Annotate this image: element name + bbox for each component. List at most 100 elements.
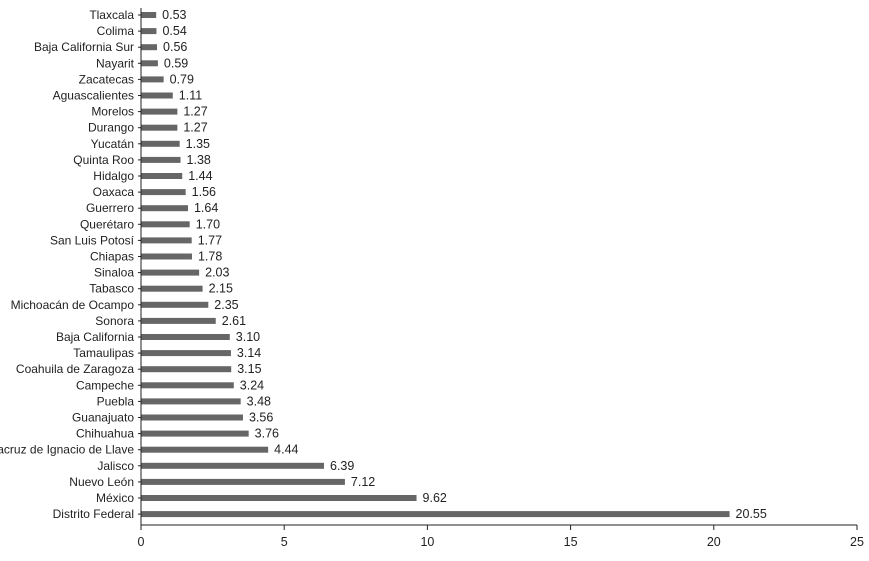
- value-label: 1.11: [179, 89, 202, 103]
- category-label: Chiapas: [90, 250, 134, 264]
- bar: [141, 12, 157, 18]
- bar: [141, 350, 231, 357]
- value-label: 0.53: [162, 8, 186, 22]
- category-label: Baja California Sur: [34, 40, 134, 54]
- value-label: 1.27: [183, 105, 207, 119]
- category-label: Zacatecas: [79, 72, 134, 86]
- bar: [141, 285, 203, 292]
- bar: [141, 495, 417, 501]
- value-label: 3.14: [237, 346, 261, 360]
- category-label: Michoacán de Ocampo: [11, 298, 135, 312]
- category-label: Nayarit: [96, 56, 135, 70]
- category-label: Guanajuato: [72, 411, 134, 425]
- bar: [141, 269, 200, 276]
- value-label: 1.64: [194, 201, 218, 215]
- category-label: Sonora: [95, 314, 134, 328]
- value-label: 1.38: [187, 153, 211, 167]
- bar: [141, 382, 234, 389]
- bar: [141, 253, 192, 260]
- category-label: Jalisco: [97, 459, 134, 473]
- value-label: 4.44: [274, 443, 298, 457]
- bar: [141, 237, 192, 244]
- value-label: 1.56: [192, 185, 216, 199]
- category-label: Coahuila de Zaragoza: [16, 362, 134, 376]
- bar: [141, 108, 178, 115]
- category-label: Yucatán: [91, 137, 134, 151]
- bar: [141, 124, 178, 131]
- value-label: 0.79: [170, 72, 194, 86]
- category-label: Nuevo León: [69, 475, 134, 489]
- value-label: 3.24: [240, 378, 264, 392]
- x-tick-label: 25: [850, 535, 864, 549]
- x-tick-label: 0: [138, 535, 145, 549]
- bar: [141, 430, 249, 437]
- bar: [141, 44, 158, 51]
- bar: [141, 317, 216, 324]
- value-label: 1.44: [188, 169, 212, 183]
- category-label: Oaxaca: [93, 185, 135, 199]
- x-tick-label: 15: [564, 535, 578, 549]
- value-label: 2.15: [209, 282, 233, 296]
- bar: [141, 173, 183, 179]
- category-label: Baja California: [56, 330, 134, 344]
- bar: [141, 92, 173, 99]
- value-label: 7.12: [351, 475, 375, 489]
- value-label: 9.62: [423, 491, 447, 505]
- category-label: Aguascalientes: [53, 89, 134, 103]
- bar: [141, 60, 158, 67]
- category-label: Querétaro: [80, 217, 134, 231]
- value-label: 1.70: [196, 217, 220, 231]
- value-label: 6.39: [330, 459, 354, 473]
- value-label: 1.77: [198, 233, 222, 247]
- value-label: 1.78: [198, 250, 222, 264]
- bar: [141, 205, 188, 212]
- axis-layer: 0 5 10 15 20 25: [138, 8, 864, 549]
- bar: [141, 140, 180, 147]
- category-label: Quinta Roo: [73, 153, 134, 167]
- value-label: 3.48: [247, 394, 271, 408]
- category-label: Morelos: [91, 105, 134, 119]
- category-label: Distrito Federal: [53, 507, 134, 521]
- bar: [141, 334, 230, 340]
- category-label: Tamaulipas: [73, 346, 134, 360]
- value-label: 20.55: [736, 507, 767, 521]
- value-label: 2.03: [205, 266, 229, 280]
- bar: [141, 221, 190, 228]
- bar: [141, 76, 164, 83]
- category-label: Campeche: [76, 378, 134, 392]
- x-tick-label: 5: [281, 535, 288, 549]
- x-tick-label: 20: [707, 535, 721, 549]
- category-label: Puebla: [97, 394, 135, 408]
- bar: [141, 189, 186, 196]
- value-label: 2.35: [214, 298, 238, 312]
- category-label: Veracruz de Ignacio de Llave: [0, 443, 134, 457]
- value-label: 0.56: [163, 40, 187, 54]
- bar: [141, 462, 325, 469]
- value-label: 1.27: [183, 121, 207, 135]
- bar: [141, 511, 730, 518]
- bar: [141, 156, 181, 163]
- category-label: Chihuahua: [76, 427, 134, 441]
- value-label: 3.10: [236, 330, 260, 344]
- category-label: Durango: [88, 121, 134, 135]
- bar: [141, 478, 345, 485]
- bar: [141, 366, 232, 373]
- bar: [141, 301, 209, 308]
- bar: [141, 398, 241, 405]
- category-label: México: [96, 491, 134, 505]
- value-label: 0.54: [162, 24, 186, 38]
- value-label: 2.61: [222, 314, 246, 328]
- category-label: San Luis Potosí: [50, 233, 135, 247]
- bar: [141, 414, 243, 421]
- category-label: Sinaloa: [94, 266, 134, 280]
- value-label: 3.56: [249, 411, 273, 425]
- value-label: 1.35: [186, 137, 210, 151]
- bar: [141, 446, 269, 453]
- value-label: 0.59: [164, 56, 188, 70]
- x-tick-label: 10: [420, 535, 434, 549]
- category-label: Hidalgo: [93, 169, 134, 183]
- category-label: Guerrero: [86, 201, 134, 215]
- bars-layer: Tlaxcala 0.53 Colima 0.54 Baja California Su…: [0, 8, 767, 521]
- bar: [141, 28, 157, 35]
